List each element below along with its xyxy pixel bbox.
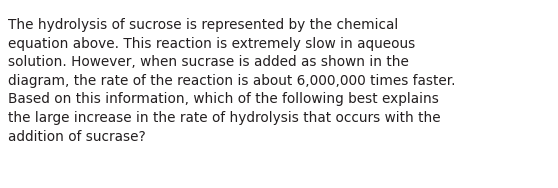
Text: The hydrolysis of sucrose is represented by the chemical
equation above. This re: The hydrolysis of sucrose is represented… [8, 18, 455, 144]
